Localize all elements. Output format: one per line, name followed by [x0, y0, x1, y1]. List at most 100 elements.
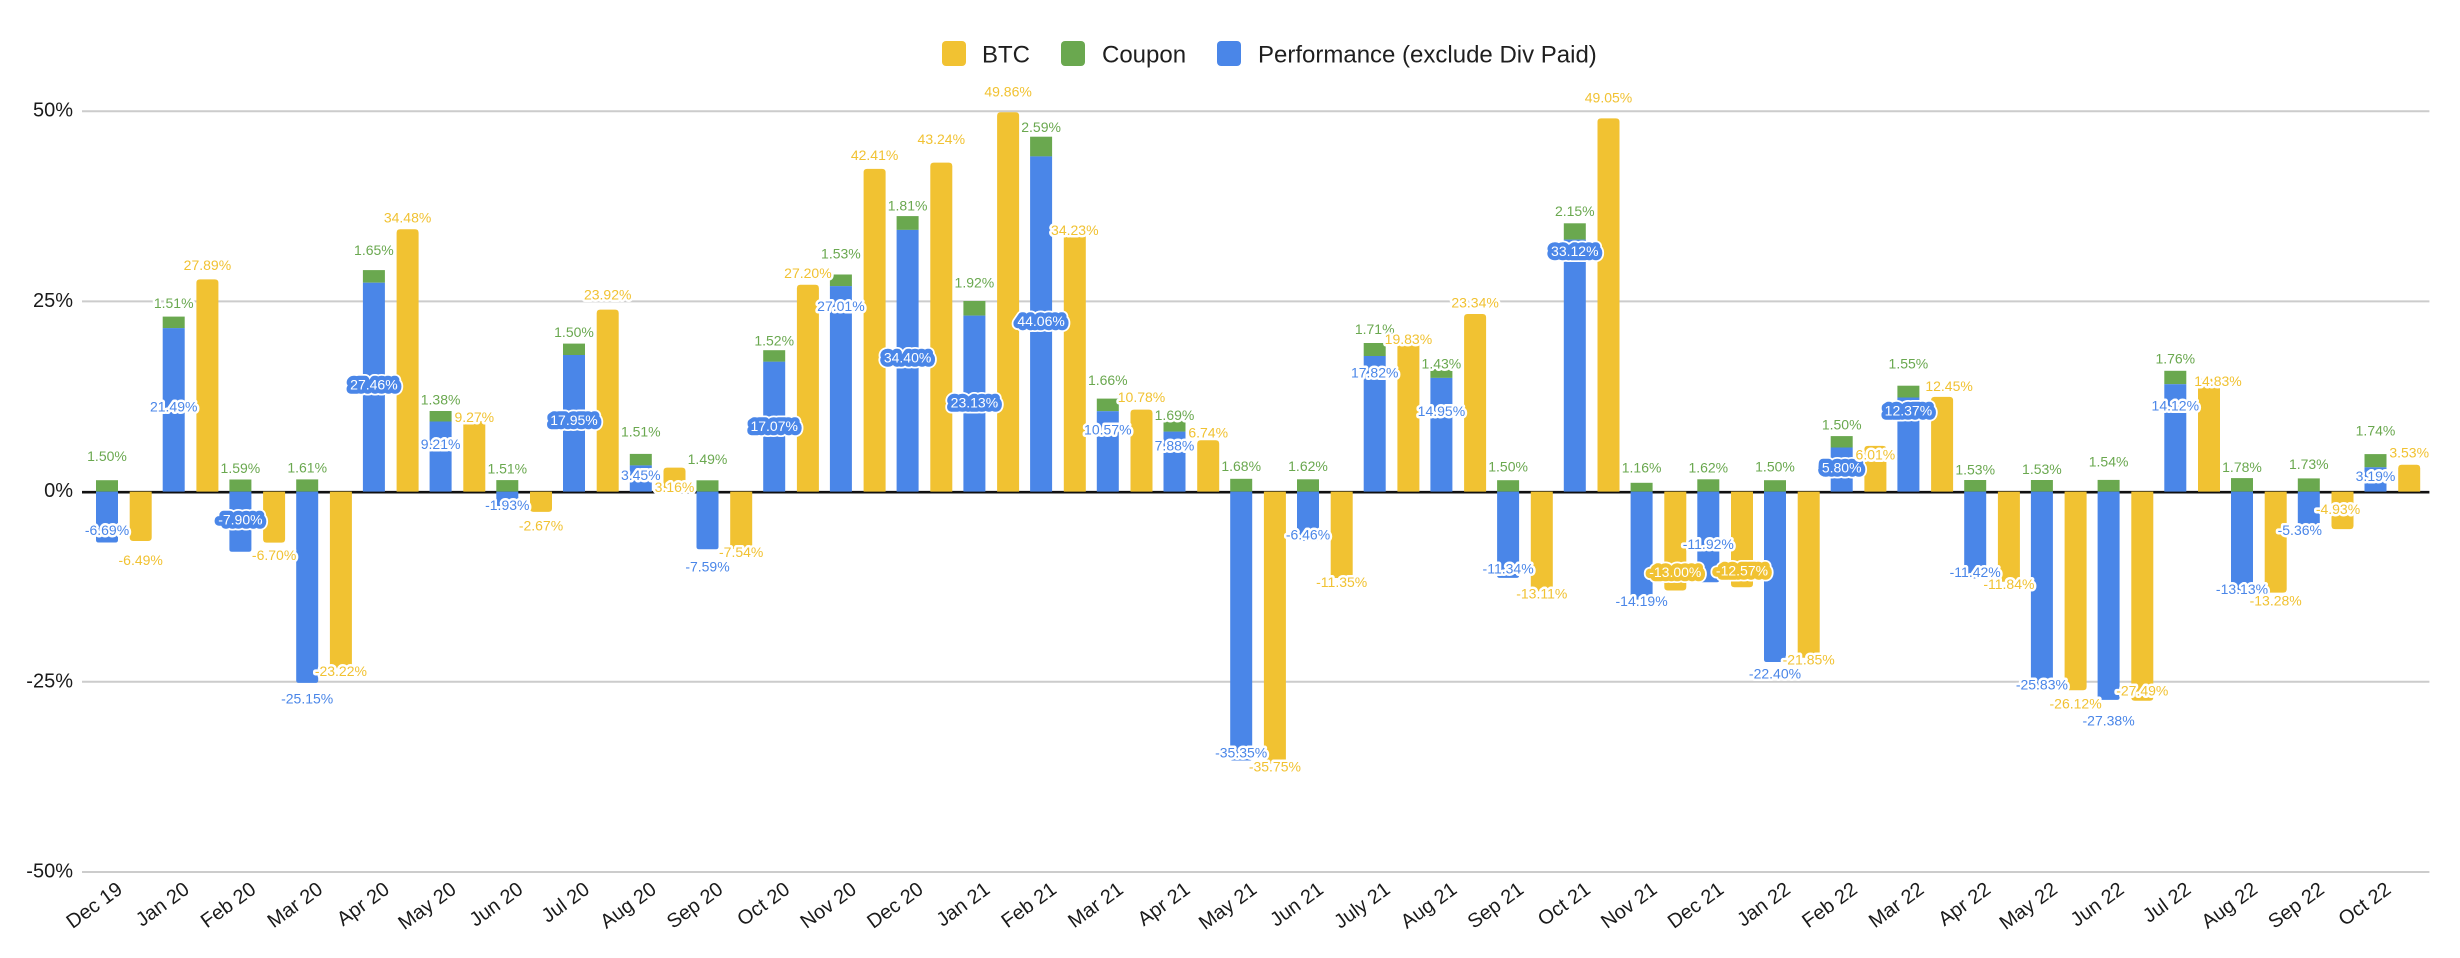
svg-text:27.89%: 27.89% — [184, 257, 231, 273]
svg-text:-4.93%: -4.93% — [2316, 501, 2360, 517]
svg-text:14.95%: 14.95% — [1418, 403, 1465, 419]
svg-text:-25.83%: -25.83% — [2016, 676, 2068, 692]
svg-text:17.82%: 17.82% — [1351, 364, 1398, 380]
svg-text:BTC: BTC — [982, 42, 1030, 69]
svg-text:1.53%: 1.53% — [821, 246, 861, 262]
svg-text:1.50%: 1.50% — [554, 324, 594, 340]
svg-text:1.59%: 1.59% — [221, 460, 261, 476]
svg-text:7.88%: 7.88% — [1155, 438, 1195, 454]
svg-text:-11.42%: -11.42% — [1950, 564, 2001, 580]
svg-text:-35.35%: -35.35% — [1215, 744, 1267, 760]
svg-text:3.45%: 3.45% — [621, 467, 661, 483]
svg-text:-1.93%: -1.93% — [485, 497, 529, 513]
svg-text:17.07%: 17.07% — [750, 418, 797, 434]
svg-text:-50%: -50% — [26, 861, 73, 883]
svg-text:-22.40%: -22.40% — [1749, 666, 1801, 682]
svg-text:6.74%: 6.74% — [1188, 425, 1228, 441]
svg-text:-13.13%: -13.13% — [2216, 581, 2268, 597]
svg-text:1.76%: 1.76% — [2155, 351, 2195, 367]
svg-text:-11.35%: -11.35% — [1316, 574, 1367, 590]
svg-text:2.15%: 2.15% — [1555, 203, 1595, 219]
svg-text:-21.85%: -21.85% — [1783, 652, 1835, 668]
svg-text:5.80%: 5.80% — [1822, 460, 1862, 476]
svg-text:34.48%: 34.48% — [384, 210, 431, 226]
svg-text:-25%: -25% — [26, 670, 73, 692]
svg-text:43.24%: 43.24% — [918, 131, 965, 147]
svg-text:1.16%: 1.16% — [1622, 460, 1662, 476]
svg-text:1.61%: 1.61% — [287, 460, 327, 476]
svg-text:-5.36%: -5.36% — [2278, 522, 2322, 538]
svg-text:-2.67%: -2.67% — [519, 517, 563, 533]
svg-text:27.46%: 27.46% — [350, 377, 397, 393]
svg-text:Coupon: Coupon — [1102, 42, 1186, 69]
svg-text:-12.57%: -12.57% — [1716, 563, 1768, 579]
svg-text:2.59%: 2.59% — [1021, 119, 1061, 135]
svg-text:42.41%: 42.41% — [851, 147, 898, 163]
svg-text:49.05%: 49.05% — [1585, 90, 1632, 106]
svg-text:1.92%: 1.92% — [955, 275, 995, 291]
svg-text:21.49%: 21.49% — [150, 398, 197, 414]
svg-text:-6.46%: -6.46% — [1286, 527, 1330, 543]
svg-text:1.78%: 1.78% — [2222, 459, 2262, 475]
svg-text:-7.90%: -7.90% — [218, 511, 262, 527]
svg-text:1.50%: 1.50% — [1822, 417, 1862, 433]
svg-text:-26.12%: -26.12% — [2050, 696, 2102, 712]
svg-text:9.27%: 9.27% — [454, 409, 494, 425]
svg-text:1.69%: 1.69% — [1155, 407, 1195, 423]
svg-text:-7.59%: -7.59% — [685, 558, 729, 574]
svg-text:1.50%: 1.50% — [1488, 459, 1528, 475]
svg-text:3.53%: 3.53% — [2389, 444, 2429, 460]
svg-text:33.12%: 33.12% — [1551, 243, 1598, 259]
svg-text:14.83%: 14.83% — [2194, 373, 2241, 389]
svg-text:10.57%: 10.57% — [1084, 422, 1131, 438]
svg-text:1.50%: 1.50% — [87, 448, 127, 464]
svg-text:34.40%: 34.40% — [884, 350, 931, 366]
svg-text:23.34%: 23.34% — [1451, 295, 1498, 311]
svg-text:19.83%: 19.83% — [1385, 331, 1432, 347]
svg-text:12.37%: 12.37% — [1885, 403, 1932, 419]
svg-text:1.71%: 1.71% — [1355, 321, 1395, 337]
svg-text:1.62%: 1.62% — [1288, 458, 1328, 474]
svg-text:1.68%: 1.68% — [1221, 458, 1261, 474]
svg-text:1.74%: 1.74% — [2356, 423, 2396, 439]
svg-text:3.19%: 3.19% — [2356, 468, 2396, 484]
svg-text:1.62%: 1.62% — [1688, 460, 1728, 476]
svg-text:12.45%: 12.45% — [1925, 378, 1972, 394]
svg-text:1.51%: 1.51% — [487, 461, 527, 477]
svg-text:50%: 50% — [33, 100, 73, 122]
svg-text:-7.54%: -7.54% — [719, 544, 763, 560]
svg-text:-11.34%: -11.34% — [1483, 561, 1534, 577]
svg-text:10.78%: 10.78% — [1118, 389, 1165, 405]
svg-text:44.06%: 44.06% — [1017, 313, 1064, 329]
svg-text:-27.38%: -27.38% — [2083, 713, 2135, 729]
svg-text:1.51%: 1.51% — [621, 424, 661, 440]
svg-text:Performance (exclude Div Paid): Performance (exclude Div Paid) — [1258, 42, 1597, 69]
svg-text:1.50%: 1.50% — [1755, 459, 1795, 475]
svg-text:17.95%: 17.95% — [550, 412, 597, 428]
svg-text:-14.19%: -14.19% — [1616, 593, 1668, 609]
svg-text:1.73%: 1.73% — [2289, 456, 2329, 472]
svg-text:23.92%: 23.92% — [584, 286, 631, 302]
svg-text:27.01%: 27.01% — [817, 298, 864, 314]
svg-text:49.86%: 49.86% — [984, 84, 1031, 100]
svg-text:9.21%: 9.21% — [421, 436, 461, 452]
svg-text:1.53%: 1.53% — [2022, 461, 2062, 477]
svg-text:-25.15%: -25.15% — [281, 691, 333, 707]
svg-text:-6.70%: -6.70% — [252, 547, 296, 563]
svg-text:-35.75%: -35.75% — [1249, 759, 1301, 775]
svg-text:-27.49%: -27.49% — [2116, 682, 2168, 698]
svg-text:1.54%: 1.54% — [2089, 454, 2129, 470]
svg-text:14.12%: 14.12% — [2152, 398, 2199, 414]
svg-text:27.20%: 27.20% — [784, 265, 831, 281]
svg-text:-11.84%: -11.84% — [1983, 576, 2034, 592]
svg-text:-6.69%: -6.69% — [85, 522, 129, 538]
svg-text:0%: 0% — [44, 480, 73, 502]
svg-text:1.81%: 1.81% — [888, 198, 928, 214]
svg-text:1.55%: 1.55% — [1889, 356, 1929, 372]
svg-text:1.53%: 1.53% — [1955, 461, 1995, 477]
svg-text:-13.11%: -13.11% — [1516, 586, 1567, 602]
svg-text:1.52%: 1.52% — [754, 332, 794, 348]
svg-text:1.51%: 1.51% — [154, 295, 194, 311]
svg-text:1.65%: 1.65% — [354, 242, 394, 258]
svg-text:-13.00%: -13.00% — [1649, 564, 1701, 580]
